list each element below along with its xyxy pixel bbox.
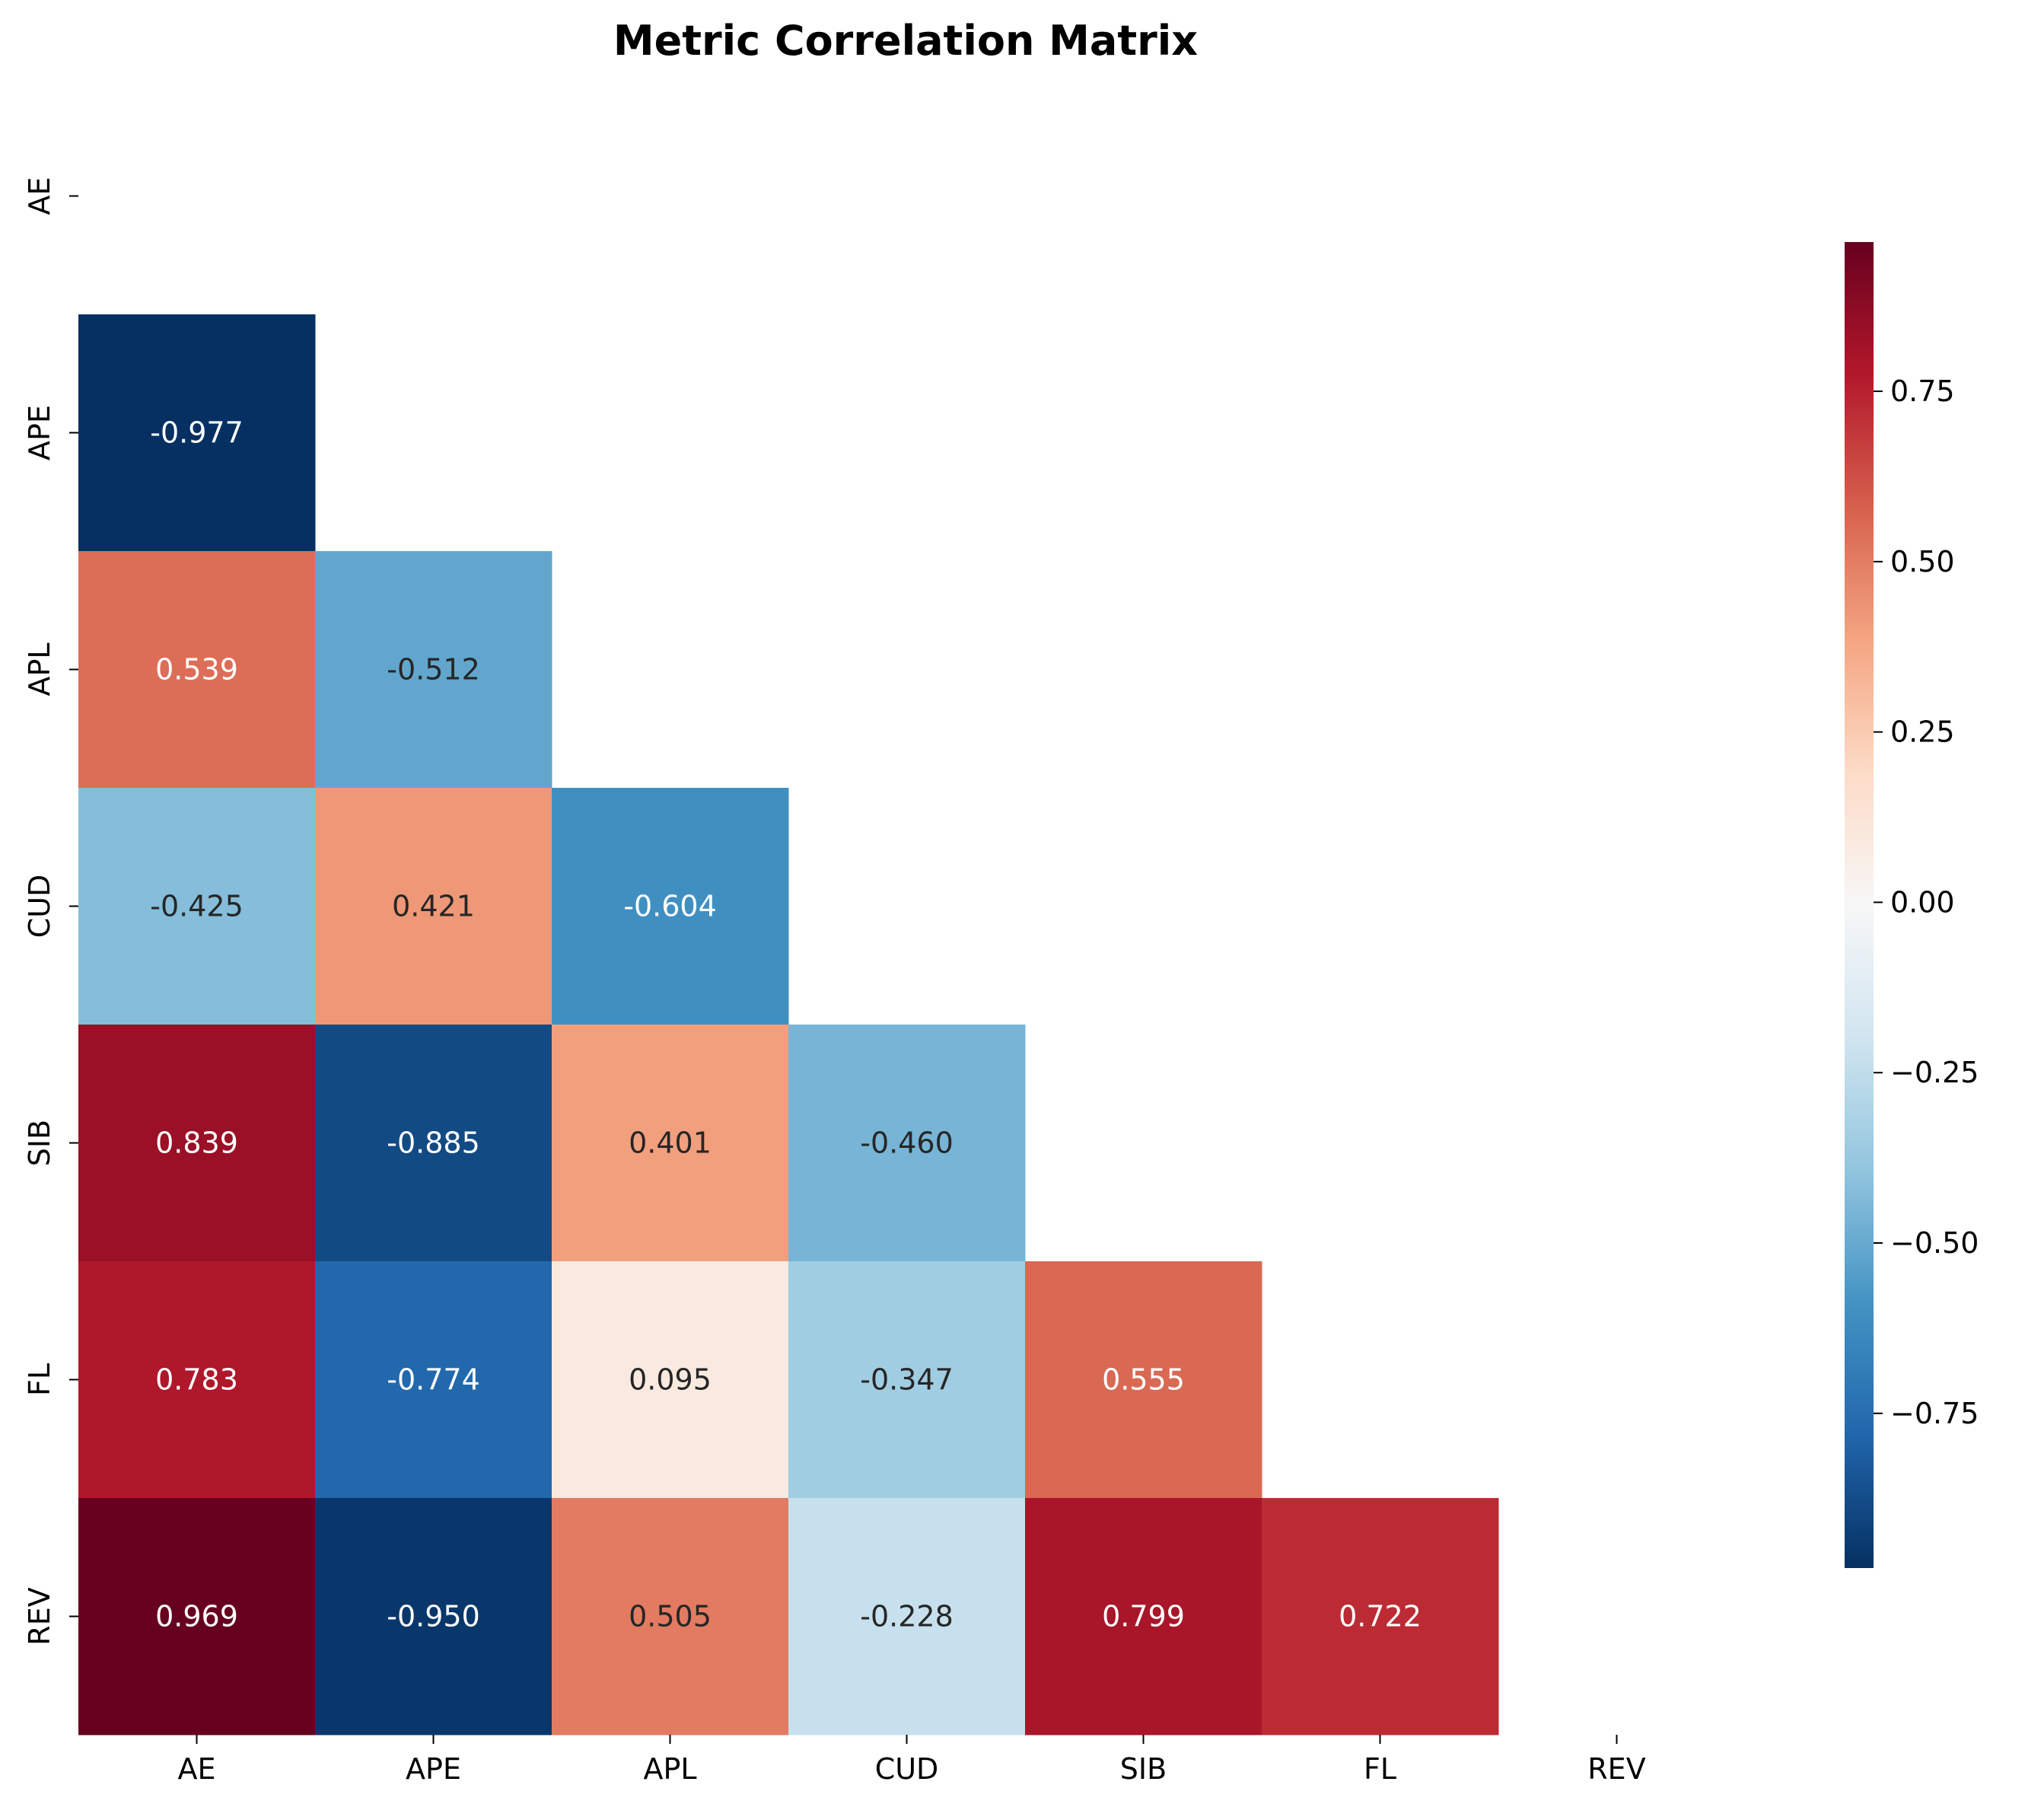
x-tick-label-cud: CUD — [875, 1752, 939, 1786]
cell-value-label: -0.425 — [150, 890, 244, 923]
y-tick-label-apl: APL — [23, 642, 56, 696]
cell-value-label: 0.095 — [629, 1363, 712, 1397]
heatmap-cell-sib-cud — [788, 1025, 1026, 1262]
heatmap-cell-rev-fl — [1262, 1498, 1499, 1735]
heatmap-cell-rev-cud — [788, 1498, 1026, 1735]
cell-value-label: 0.505 — [629, 1600, 712, 1633]
colorbar-tick-label: 0.25 — [1890, 716, 1955, 749]
y-tick-label-ape: APE — [23, 405, 56, 461]
cell-value-label: 0.969 — [155, 1600, 238, 1633]
heatmap-cell-cud-ape — [315, 788, 552, 1025]
heatmap-cell-apl-ae — [78, 551, 316, 789]
y-axis: AE APE APL CUD SIB FL REV — [23, 177, 78, 1646]
heatmap-cell-rev-sib — [1025, 1498, 1262, 1735]
x-axis: AE APE APL CUD SIB FL REV — [177, 1735, 1646, 1786]
heatmap-cell-sib-apl — [552, 1025, 789, 1262]
heatmap-cell-cud-ae — [78, 788, 316, 1025]
heatmap-cell-rev-ae — [78, 1498, 316, 1735]
heatmap-cell-fl-apl — [552, 1261, 789, 1499]
chart-title: Metric Correlation Matrix — [613, 17, 1198, 65]
heatmap-cell-cud-apl — [552, 788, 789, 1025]
cell-value-label: 0.401 — [629, 1127, 712, 1160]
colorbar-tick-label: 0.50 — [1890, 545, 1955, 578]
cell-value-label: 0.799 — [1102, 1600, 1185, 1633]
heatmap-cell-fl-cud — [788, 1261, 1026, 1499]
cell-value-label: -0.774 — [387, 1363, 480, 1397]
heatmap-cell-fl-ape — [315, 1261, 552, 1499]
colorbar-tick-label: −0.50 — [1890, 1226, 1979, 1260]
heatmap-cell-sib-ape — [315, 1025, 552, 1262]
heatmap-cell-fl-ae — [78, 1261, 316, 1499]
cell-value-label: -0.460 — [860, 1127, 954, 1160]
colorbar: −0.75 −0.50 −0.25 0.00 0.25 0.50 0.75 — [1845, 242, 1979, 1568]
y-tick-label-sib: SIB — [23, 1120, 56, 1166]
cell-value-label: -0.347 — [860, 1363, 954, 1397]
heatmap-cell-rev-apl — [552, 1498, 789, 1735]
heatmap-cell-fl-sib — [1025, 1261, 1262, 1499]
cell-value-label: -0.977 — [150, 416, 244, 450]
colorbar-tick-label: 0.00 — [1890, 885, 1955, 919]
colorbar-gradient — [1845, 242, 1874, 1568]
x-tick-label-sib: SIB — [1120, 1752, 1167, 1786]
x-tick-label-ape: APE — [406, 1752, 461, 1786]
cell-value-label: -0.512 — [387, 653, 480, 687]
cell-value-label: -0.228 — [860, 1600, 954, 1633]
colorbar-tick-label: −0.75 — [1890, 1397, 1979, 1430]
cell-value-label: 0.539 — [155, 653, 238, 687]
heatmap-cell-rev-ape — [315, 1498, 552, 1735]
x-tick-label-rev: REV — [1587, 1752, 1645, 1786]
cell-value-label: 0.839 — [155, 1127, 238, 1160]
x-tick-label-apl: APL — [643, 1752, 696, 1786]
cell-value-label: -0.885 — [387, 1127, 480, 1160]
colorbar-tick-label: 0.75 — [1890, 375, 1955, 408]
cell-value-label: 0.555 — [1102, 1363, 1185, 1397]
heatmap-cell-ape-ae — [78, 314, 316, 552]
y-tick-label-ae: AE — [23, 177, 56, 215]
x-tick-label-ae: AE — [177, 1752, 215, 1786]
y-tick-label-fl: FL — [23, 1363, 56, 1396]
cell-value-label: 0.421 — [392, 890, 475, 923]
y-tick-label-cud: CUD — [23, 875, 56, 939]
cell-value-label: 0.722 — [1339, 1600, 1422, 1633]
heatmap-cell-sib-ae — [78, 1025, 316, 1262]
colorbar-tick-label: −0.25 — [1890, 1056, 1979, 1089]
cell-value-label: -0.604 — [623, 890, 717, 923]
cell-value-label: -0.950 — [387, 1600, 480, 1633]
heatmap-cell-apl-ape — [315, 551, 552, 789]
x-tick-label-fl: FL — [1364, 1752, 1396, 1786]
y-tick-label-rev: REV — [23, 1587, 56, 1645]
cell-value-label: 0.783 — [155, 1363, 238, 1397]
heatmap-cells: -0.977 0.539 -0.512 -0.425 0.421 -0.604 0.839 -… — [78, 314, 1499, 1735]
